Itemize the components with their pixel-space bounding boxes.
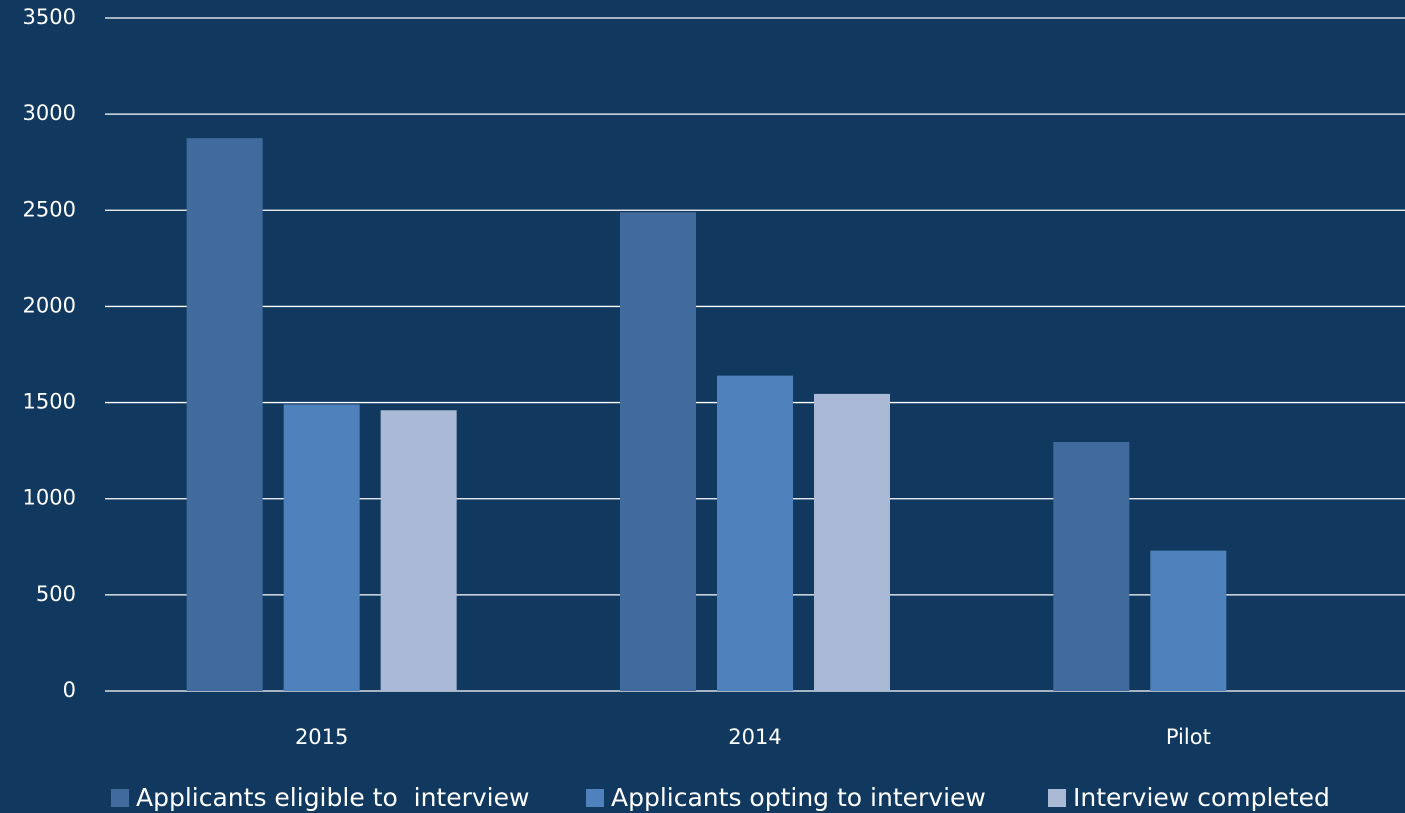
y-tick-label: 3500	[23, 5, 76, 29]
legend-swatch	[1048, 789, 1066, 807]
y-tick-label: 2500	[23, 197, 76, 221]
legend-label: Applicants eligible to interview	[136, 783, 529, 812]
y-tick-label: 3000	[23, 101, 76, 125]
bar	[186, 138, 263, 691]
bar	[380, 410, 457, 691]
bar	[1150, 550, 1227, 691]
y-tick-label: 1000	[23, 486, 76, 510]
bar	[814, 393, 890, 691]
x-tick-label: Pilot	[1166, 725, 1211, 749]
x-tick-label: 2014	[728, 725, 781, 749]
legend-swatch	[586, 789, 604, 807]
y-tick-label: 500	[36, 582, 76, 606]
legend-label: Applicants opting to interview	[611, 783, 986, 812]
bar	[283, 404, 360, 691]
bar	[620, 212, 696, 692]
legend-label: Interview completed	[1073, 783, 1330, 812]
y-tick-label: 1500	[23, 390, 76, 414]
y-tick-label: 2000	[23, 293, 76, 317]
y-tick-label: 0	[63, 678, 76, 702]
bar	[717, 375, 793, 691]
bar	[1053, 441, 1130, 691]
legend-swatch	[111, 789, 129, 807]
x-tick-label: 2015	[295, 725, 348, 749]
